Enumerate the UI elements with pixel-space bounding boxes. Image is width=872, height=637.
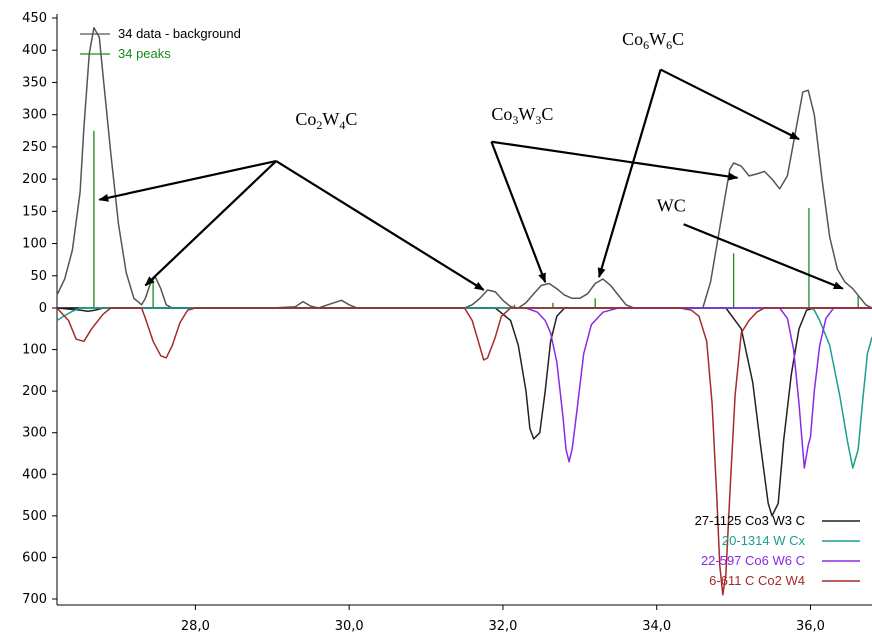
y-tick-label: 400 (22, 467, 47, 482)
annotation-arrow (144, 160, 277, 287)
x-tick-label: 30,0 (335, 619, 364, 634)
peak-bars-layer (93, 130, 859, 308)
annotation-label: Co3W3C (491, 104, 553, 127)
y-tick-label: 150 (22, 204, 47, 219)
series-line-co2w4c (56, 307, 872, 596)
annotations-layer: Co2W4C Co3W3C Co6W6C WC (98, 29, 844, 291)
y-tick-label: 600 (22, 550, 47, 565)
annotation-arrow (491, 140, 739, 181)
annotation-arrow (660, 68, 800, 141)
legend-label: 27-1125 Co3 W3 C (695, 513, 805, 528)
axes-layer: 4504003503002502001501005001002003004005… (22, 11, 872, 634)
annotation-label: Co2W4C (295, 109, 357, 132)
y-tick-label: 500 (22, 509, 47, 524)
y-tick-label: 100 (22, 237, 47, 252)
annotation-arrow (98, 159, 277, 202)
y-tick-label: 350 (22, 75, 47, 90)
y-tick-label: 0 (39, 301, 47, 316)
x-tick-label: 36,0 (796, 619, 825, 634)
series-line-co6w6c (525, 307, 872, 469)
annotation-arrow (683, 223, 844, 290)
y-tick-label: 50 (30, 269, 47, 284)
series-line-wc (56, 307, 872, 469)
series-line-co3w3c (56, 307, 872, 517)
annotation-arrow (275, 160, 485, 291)
y-tick-label: 100 (22, 343, 47, 358)
legend-label: 34 data - background (118, 26, 241, 41)
legend-label: 34 peaks (118, 46, 171, 61)
legend-label: 20-1314 W Cx (722, 533, 806, 548)
x-tick-label: 28,0 (181, 619, 210, 634)
x-tick-label: 34,0 (642, 619, 671, 634)
y-tick-label: 300 (22, 108, 47, 123)
x-tick-label: 32,0 (488, 619, 517, 634)
y-tick-label: 400 (22, 43, 47, 58)
legend-layer: 34 data - background 34 peaks 27-1125 Co3 … (80, 26, 860, 588)
y-tick-label: 450 (22, 11, 47, 26)
legend-label: 22-597 Co6 W6 C (701, 553, 805, 568)
y-tick-label: 250 (22, 140, 47, 155)
y-tick-label: 700 (22, 592, 47, 607)
annotation-arrow (597, 69, 662, 279)
legend-label: 6-611 C Co2 W4 (709, 573, 805, 588)
series-layer (56, 26, 872, 596)
y-tick-label: 200 (22, 172, 47, 187)
annotation-label: Co6W6C (622, 29, 684, 52)
annotation-arrow (490, 141, 547, 284)
series-line-data (56, 26, 872, 309)
y-tick-label: 200 (22, 384, 47, 399)
annotation-label: WC (657, 195, 686, 215)
y-tick-label: 300 (22, 426, 47, 441)
